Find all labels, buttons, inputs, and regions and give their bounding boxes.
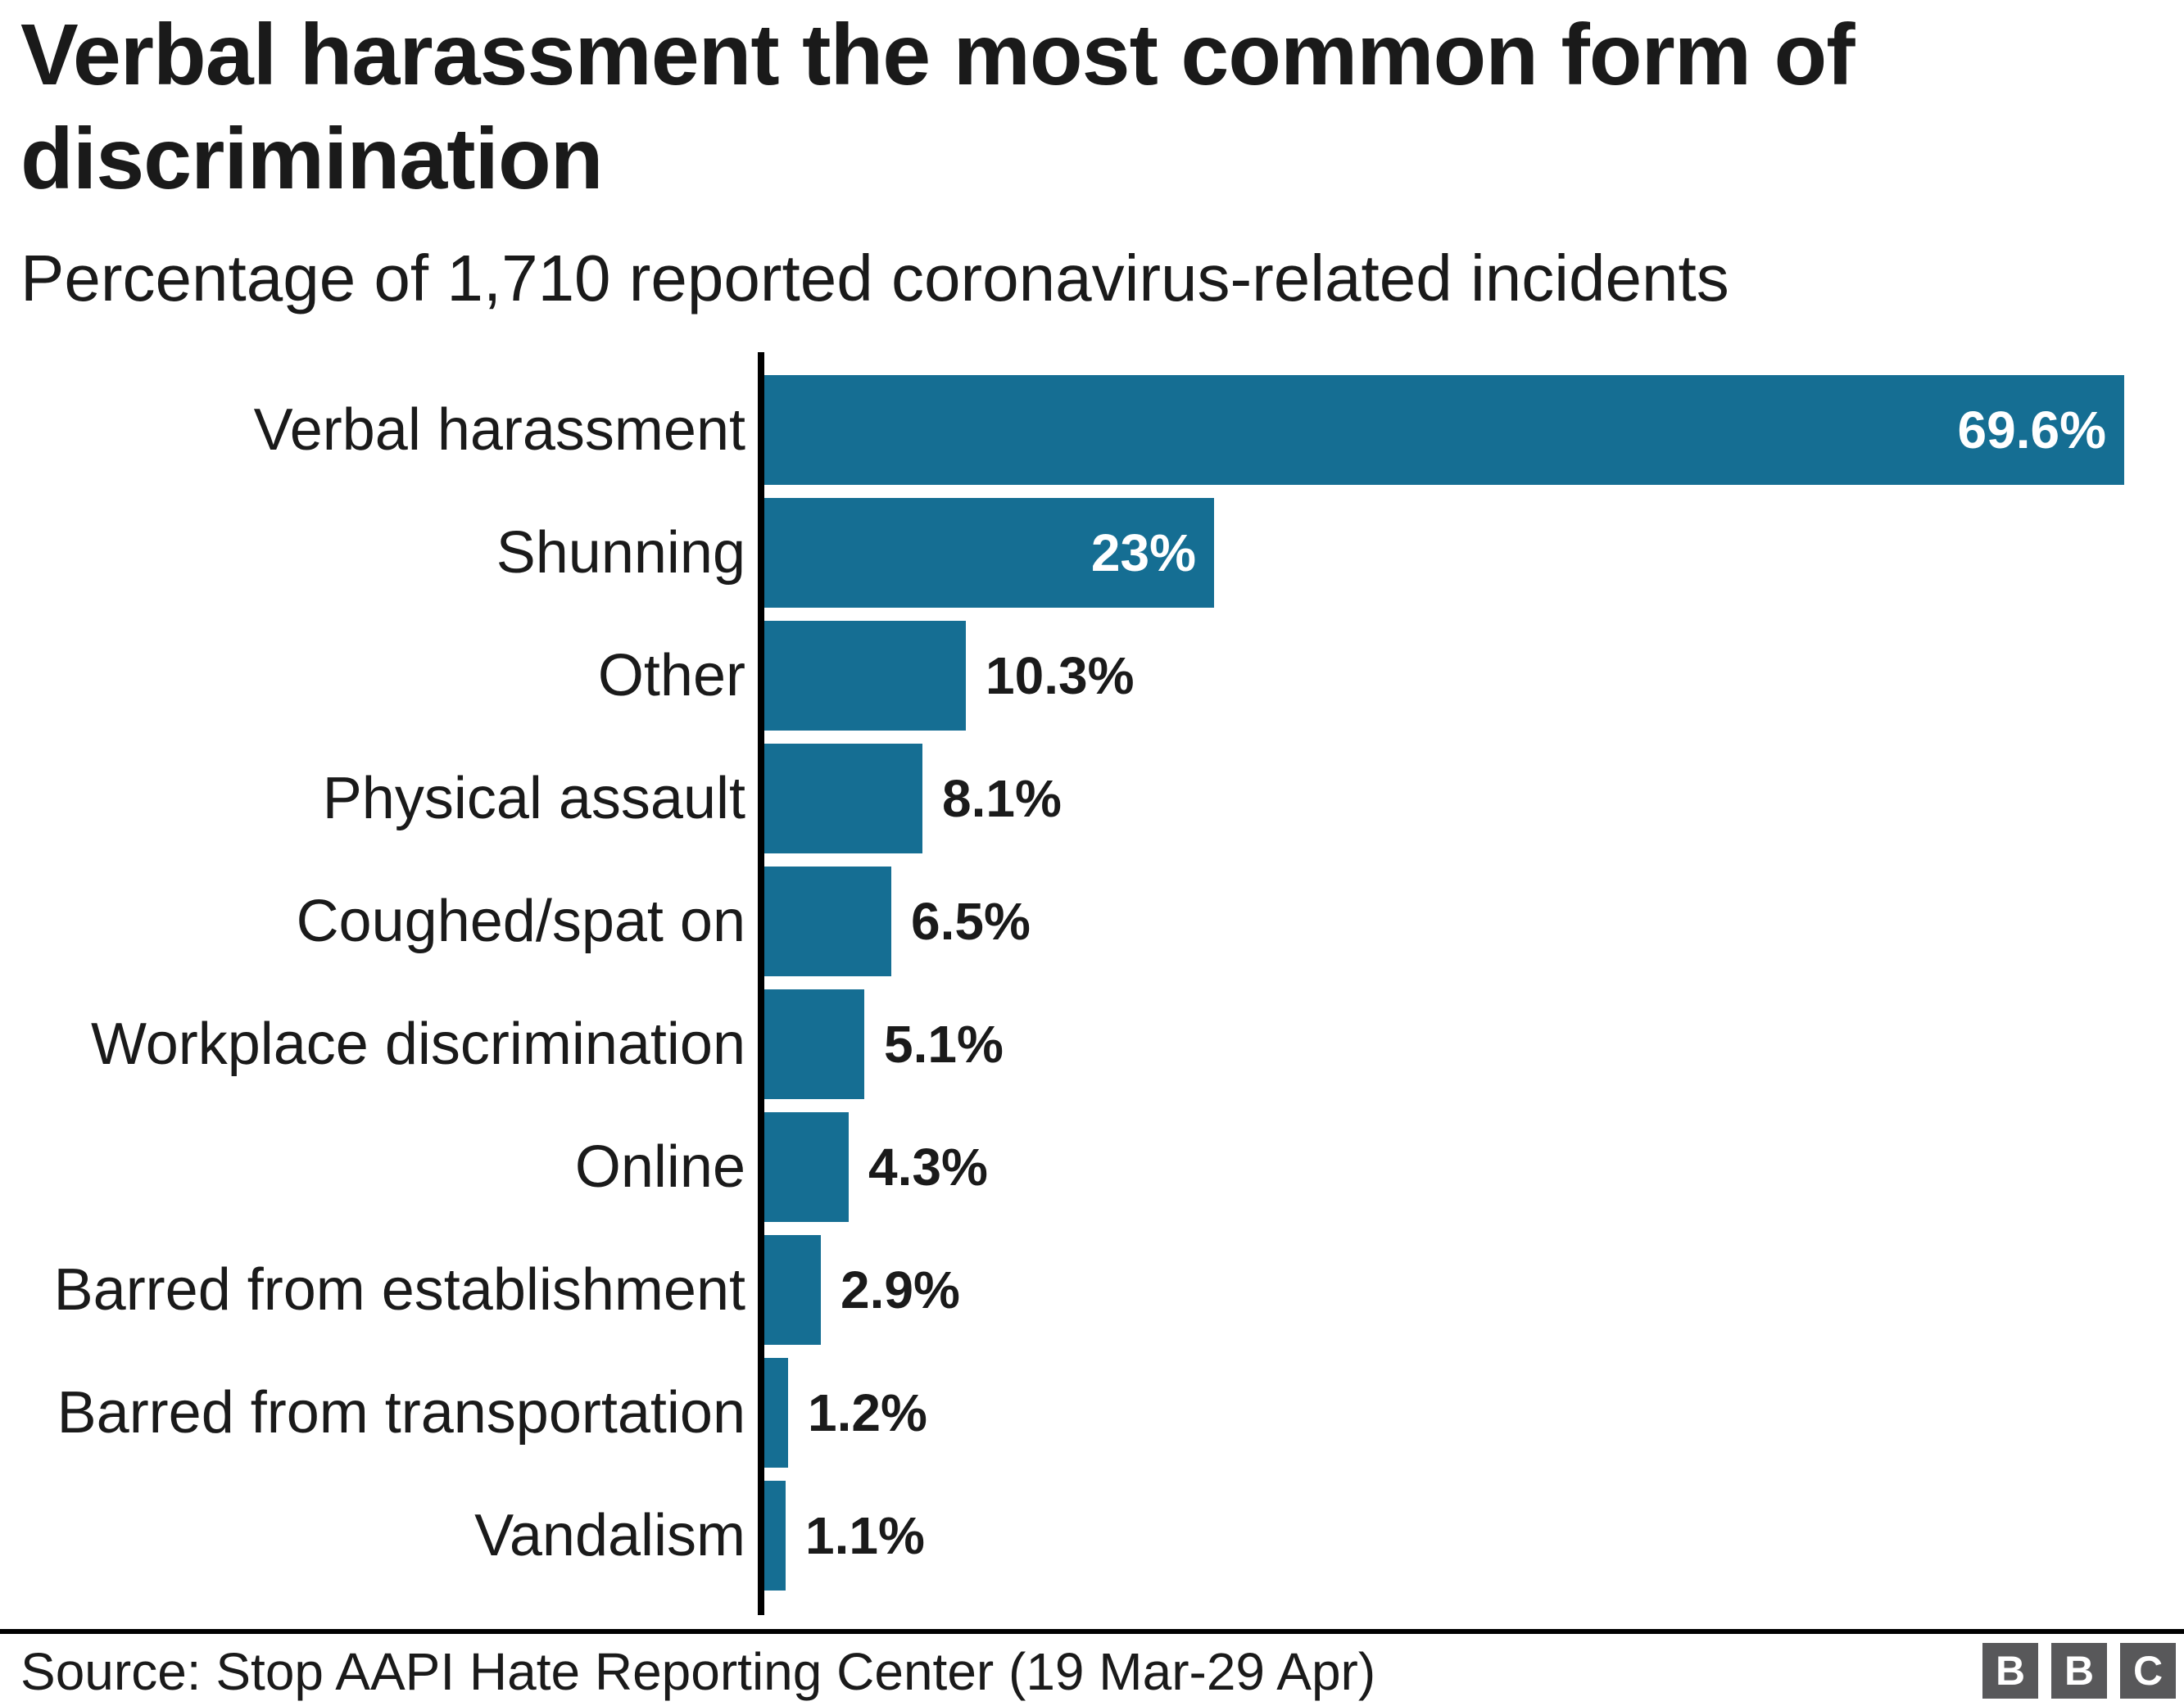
- category-label: Shunning: [496, 520, 745, 586]
- chart-row: Shunning 23%: [0, 498, 2184, 608]
- value-label: 1.1%: [805, 1506, 925, 1565]
- bar-area: 2.9%: [764, 1235, 2184, 1345]
- bar-chart: Verbal harassment 69.6% Shunning 23% Other 10…: [0, 375, 2184, 1604]
- bbc-logo-block-b1: B: [1982, 1643, 2038, 1699]
- bar: [764, 621, 966, 731]
- bar-area: 23%: [764, 498, 2184, 608]
- chart-row: Barred from transportation 1.2%: [0, 1358, 2184, 1468]
- category-label: Barred from transportation: [57, 1380, 745, 1446]
- category-label: Verbal harassment: [253, 397, 745, 463]
- chart-row: Vandalism 1.1%: [0, 1481, 2184, 1591]
- source-text: Source: Stop AAPI Hate Reporting Center …: [20, 1642, 1376, 1701]
- bar: 23%: [764, 498, 1214, 608]
- category-label: Coughed/spat on: [296, 889, 745, 954]
- bar-area: 6.5%: [764, 867, 2184, 976]
- bar-area: 69.6%: [764, 375, 2184, 485]
- chart-row: Verbal harassment 69.6%: [0, 375, 2184, 485]
- chart-row: Coughed/spat on 6.5%: [0, 867, 2184, 976]
- value-label: 4.3%: [868, 1138, 988, 1197]
- value-label: 5.1%: [884, 1015, 1004, 1074]
- bar: [764, 989, 864, 1099]
- bar-area: 5.1%: [764, 989, 2184, 1099]
- value-label: 8.1%: [942, 769, 1062, 828]
- category-label: Barred from establishment: [53, 1257, 745, 1323]
- value-label: 2.9%: [841, 1260, 960, 1319]
- chart-title: Verbal harassment the most common form o…: [20, 7, 1855, 208]
- bar-area: 1.1%: [764, 1481, 2184, 1591]
- value-label: 10.3%: [986, 646, 1135, 705]
- chart-row: Physical assault 8.1%: [0, 744, 2184, 853]
- value-label: 69.6%: [1957, 400, 2106, 459]
- bar-area: 1.2%: [764, 1358, 2184, 1468]
- footer-divider: [0, 1629, 2184, 1634]
- bar: [764, 744, 922, 853]
- category-label: Online: [574, 1134, 745, 1200]
- bar: 69.6%: [764, 375, 2124, 485]
- bar: [764, 1235, 821, 1345]
- category-label: Physical assault: [322, 766, 745, 831]
- chart-row: Workplace discrimination 5.1%: [0, 989, 2184, 1099]
- category-label: Workplace discrimination: [91, 1011, 745, 1077]
- value-label: 1.2%: [808, 1383, 927, 1442]
- bar-area: 8.1%: [764, 744, 2184, 853]
- bbc-logo-block-b2: B: [2051, 1643, 2107, 1699]
- value-label: 23%: [1090, 523, 1196, 582]
- category-label: Other: [597, 643, 745, 708]
- bar: [764, 1358, 788, 1468]
- bbc-logo-block-c: C: [2120, 1643, 2176, 1699]
- chart-subtitle: Percentage of 1,710 reported coronavirus…: [20, 242, 1729, 315]
- chart-row: Barred from establishment 2.9%: [0, 1235, 2184, 1345]
- category-label: Vandalism: [474, 1503, 745, 1568]
- bar-area: 4.3%: [764, 1112, 2184, 1222]
- bar: [764, 1112, 849, 1222]
- value-label: 6.5%: [911, 892, 1031, 951]
- bbc-logo: B B C: [1982, 1643, 2176, 1699]
- chart-row: Other 10.3%: [0, 621, 2184, 731]
- y-axis-line: [758, 352, 764, 1615]
- bar: [764, 867, 891, 976]
- chart-row: Online 4.3%: [0, 1112, 2184, 1222]
- bar-area: 10.3%: [764, 621, 2184, 731]
- bar: [764, 1481, 786, 1591]
